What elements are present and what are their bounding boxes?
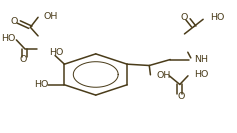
Text: HO: HO — [49, 48, 64, 57]
Text: O: O — [180, 13, 188, 22]
Text: O: O — [20, 55, 27, 64]
Text: O: O — [11, 17, 18, 26]
Text: HO: HO — [1, 34, 15, 43]
Text: NH: NH — [194, 55, 208, 64]
Text: OH: OH — [43, 12, 58, 21]
Text: OH: OH — [156, 71, 171, 80]
Text: HO: HO — [210, 13, 224, 22]
Text: HO: HO — [34, 80, 49, 89]
Text: HO: HO — [195, 70, 209, 79]
Text: O: O — [177, 92, 185, 101]
